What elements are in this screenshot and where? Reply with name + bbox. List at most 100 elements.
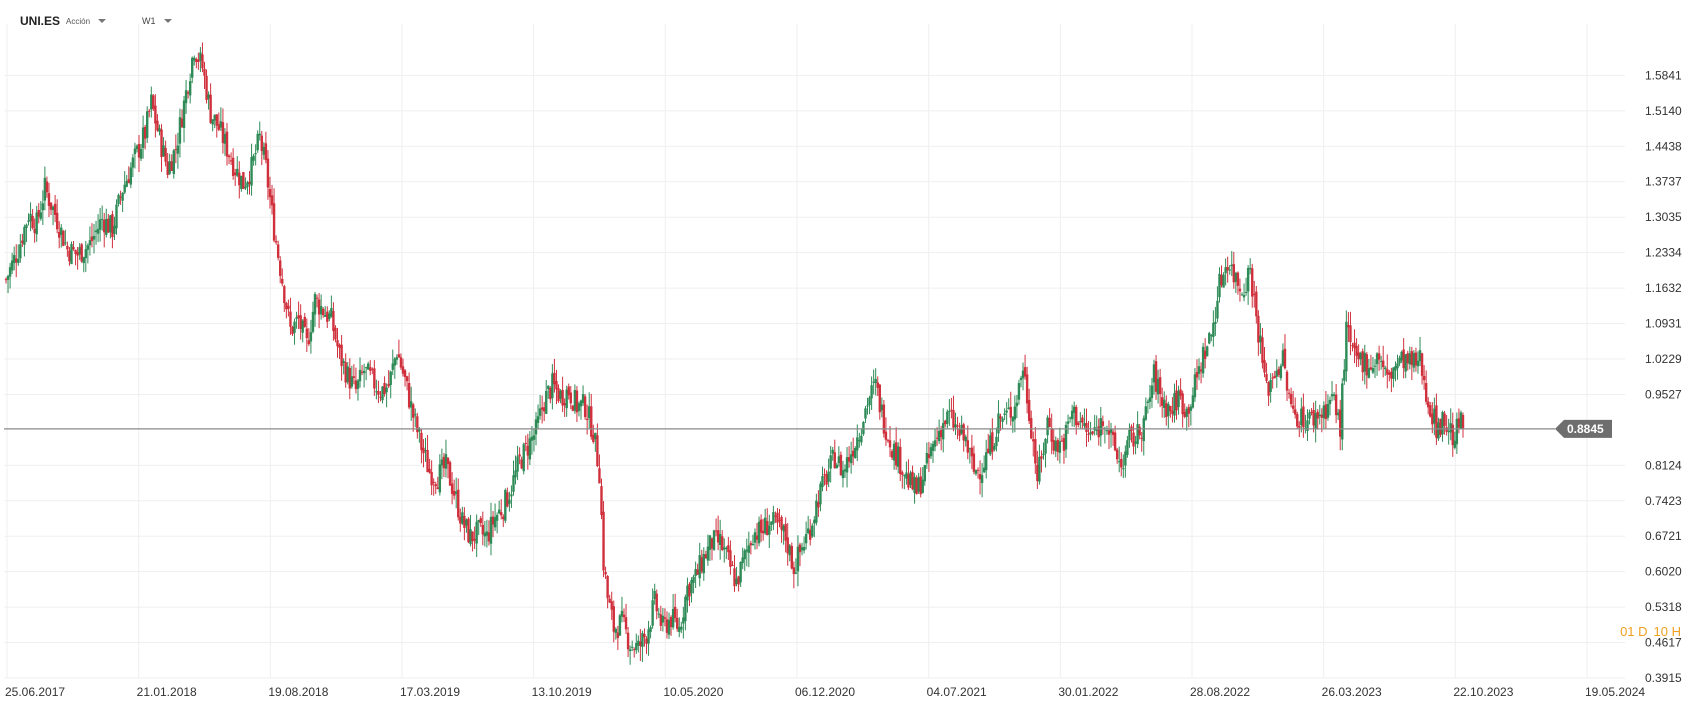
candle-body <box>479 518 482 524</box>
candle-body <box>907 474 910 488</box>
candle-body <box>999 416 1002 419</box>
candle-body <box>766 520 769 535</box>
candle-body <box>1038 456 1041 482</box>
candle-body <box>843 469 847 472</box>
candle-body <box>530 436 534 441</box>
candle-body <box>303 316 306 327</box>
candle-body <box>1201 346 1205 374</box>
candle-body <box>502 516 505 520</box>
candle-body <box>1032 439 1035 442</box>
candle-body <box>64 242 67 244</box>
time-tick-label: 06.12.2020 <box>795 685 855 699</box>
candle-body <box>1259 335 1262 343</box>
candle-body <box>55 212 59 230</box>
candle-body <box>628 649 632 652</box>
candle-body <box>604 571 607 575</box>
candle-body <box>1144 406 1148 420</box>
candle-body <box>1396 363 1399 369</box>
candle-body <box>978 474 982 480</box>
candle-body <box>246 182 249 187</box>
candle-body <box>166 161 169 175</box>
candle-body <box>21 240 24 244</box>
candle-body <box>244 186 247 189</box>
candle-body <box>1208 333 1211 344</box>
candle-body <box>248 181 251 185</box>
candle-body <box>831 449 834 454</box>
candle-body <box>649 627 652 632</box>
candle-body <box>1050 428 1053 442</box>
candle-body <box>454 491 458 494</box>
candle-body <box>1398 357 1401 364</box>
range-option[interactable]: 10 H <box>1653 624 1681 639</box>
candle-body <box>763 517 767 534</box>
candle-body <box>174 148 178 150</box>
candle-body <box>708 535 712 550</box>
candle-body <box>1353 342 1356 349</box>
candle-body <box>825 474 828 485</box>
candle-body <box>438 464 442 493</box>
range-option[interactable]: 01 D <box>1620 624 1648 639</box>
symbol-name[interactable]: UNI.ES <box>20 14 61 28</box>
candle-body <box>1138 426 1141 436</box>
price-tick-label: 1.5140 <box>1645 104 1682 118</box>
candle-body <box>1308 412 1311 419</box>
candle-body <box>178 117 182 144</box>
candle-body <box>854 448 857 458</box>
candle-body <box>972 453 976 472</box>
candle-body <box>461 512 464 524</box>
candle-body <box>1255 291 1258 317</box>
candle-body <box>1418 350 1422 362</box>
candle-body <box>49 202 53 210</box>
candle-body <box>1034 439 1037 464</box>
candle-body <box>160 129 163 158</box>
candle-body <box>80 244 83 262</box>
candle-body <box>1068 417 1072 419</box>
candle-body <box>446 457 450 465</box>
candle-body <box>626 632 630 650</box>
candle-body <box>847 457 851 462</box>
candle-body <box>788 545 791 556</box>
candle-body <box>1349 325 1352 343</box>
candle-body <box>510 494 513 497</box>
candle-body <box>1015 402 1019 407</box>
candle-body <box>813 519 816 524</box>
candle-body <box>1265 374 1268 381</box>
candle-body <box>542 407 546 412</box>
candle-body <box>1379 360 1383 362</box>
candle-body <box>217 124 221 130</box>
candle-body <box>1070 410 1074 420</box>
candle-body <box>452 490 456 496</box>
candle-body <box>268 189 272 198</box>
candle-body <box>643 633 646 638</box>
price-tick-label: 1.1632 <box>1645 281 1682 295</box>
range-selector: 01 D 10 H <box>1620 624 1681 639</box>
candle-body <box>420 432 423 451</box>
candle-body <box>262 146 266 155</box>
candle-body <box>387 383 390 387</box>
candle-body <box>1412 353 1416 368</box>
candle-body <box>96 228 100 234</box>
candle-body <box>555 381 558 390</box>
candle-body <box>1336 412 1340 416</box>
candle-body <box>794 572 798 574</box>
candle-body <box>1242 295 1246 298</box>
timeframe-dropdown-icon[interactable] <box>163 19 172 23</box>
candle-body <box>1300 408 1303 426</box>
candle-body <box>148 110 151 112</box>
candle-body <box>1091 431 1094 434</box>
candle-body <box>1406 353 1409 364</box>
candle-body <box>536 416 540 424</box>
candle-body <box>469 529 472 545</box>
candle-body <box>1109 428 1113 433</box>
candle-body <box>718 533 722 545</box>
candle-body <box>573 389 577 411</box>
candle-body <box>340 344 343 367</box>
candle-body <box>1363 352 1366 372</box>
time-tick-label: 19.08.2018 <box>268 685 328 699</box>
candle-body <box>1447 430 1450 433</box>
symbol-dropdown-icon[interactable] <box>98 19 107 23</box>
timeframe-label[interactable]: W1 <box>142 16 156 26</box>
candle-body <box>283 286 286 304</box>
candle-body <box>823 474 826 476</box>
